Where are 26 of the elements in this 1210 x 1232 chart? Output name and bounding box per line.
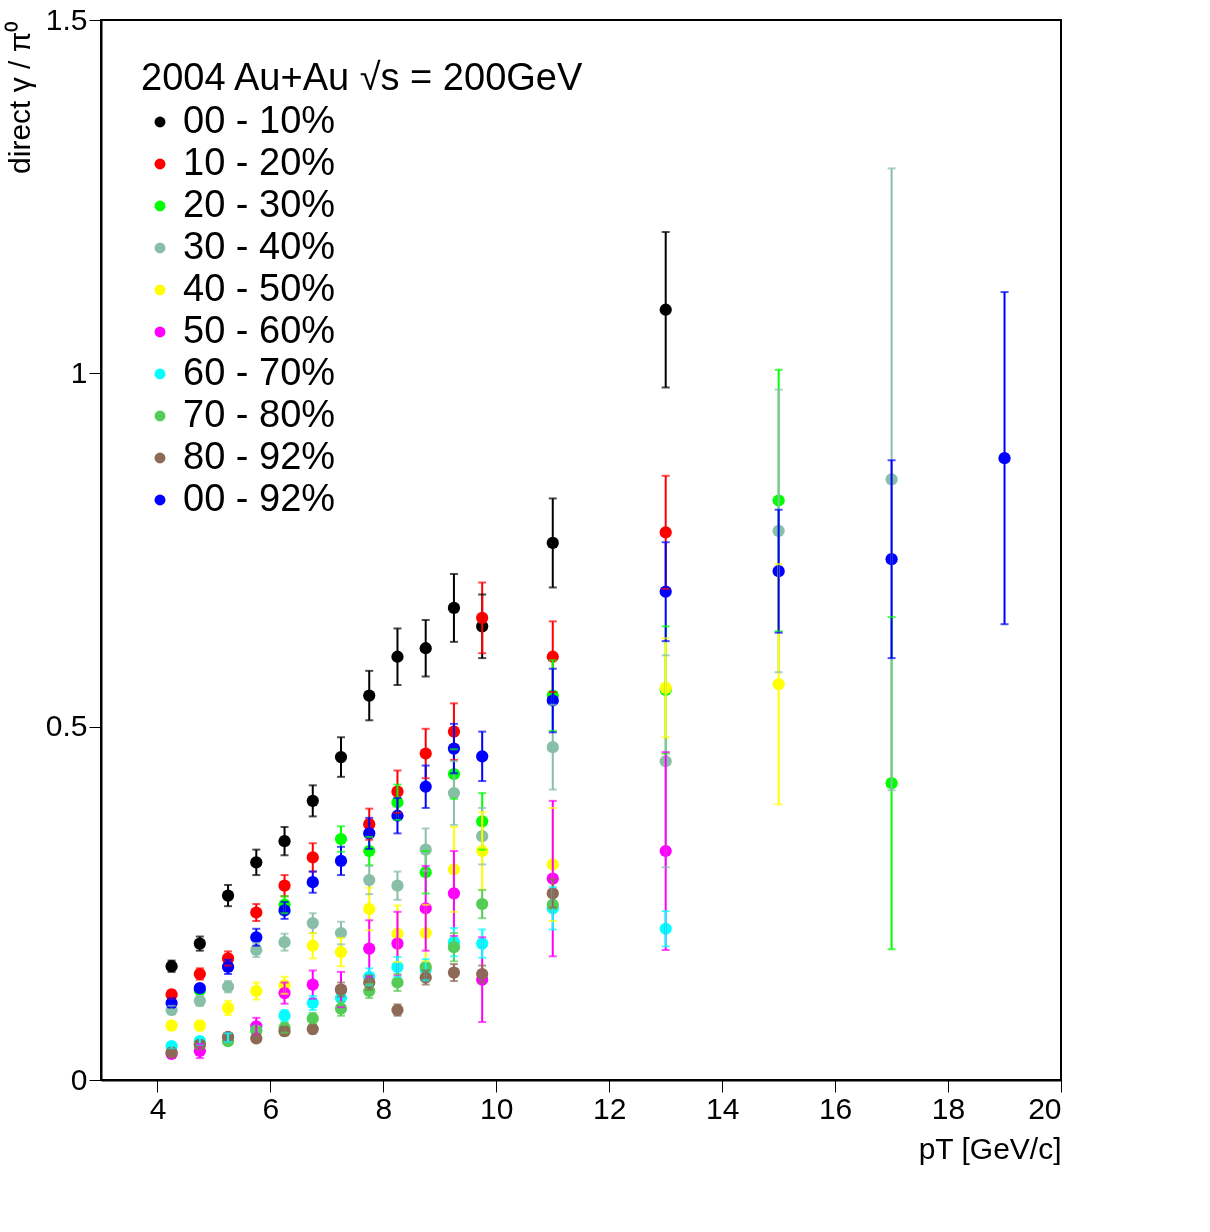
x-tick-label: 10 bbox=[480, 1091, 514, 1125]
legend-label: 50 - 60% bbox=[183, 309, 336, 351]
legend-label: 10 - 20% bbox=[183, 141, 336, 183]
x-tick-label: 16 bbox=[818, 1091, 853, 1125]
legend-label: 70 - 80% bbox=[183, 393, 336, 435]
x-tick-label: 20 bbox=[1028, 1091, 1062, 1125]
y-tick-label: 0 bbox=[70, 1062, 88, 1096]
legend-label: 00 - 10% bbox=[183, 99, 336, 141]
legend-label: 40 - 50% bbox=[183, 267, 336, 309]
y-tick-label: 1 bbox=[70, 355, 88, 389]
legend-label: 20 - 30% bbox=[183, 183, 336, 225]
legend-label: 30 - 40% bbox=[183, 225, 336, 267]
legend-label: 80 - 92% bbox=[183, 435, 336, 477]
x-tick-label: 18 bbox=[931, 1091, 966, 1125]
x-tick-label: 8 bbox=[375, 1091, 393, 1125]
x-tick-label: 14 bbox=[705, 1091, 740, 1125]
x-tick-label: 12 bbox=[593, 1091, 627, 1125]
x-tick-label: 6 bbox=[262, 1091, 280, 1125]
x-axis-title: pT [GeV/c] bbox=[918, 1131, 1062, 1165]
y-axis-title: direct γ / π⁰ bbox=[2, 20, 36, 174]
y-tick-label: 1.5 bbox=[45, 2, 88, 36]
legend-label: 00 - 92% bbox=[183, 477, 336, 519]
legend-title: 2004 Au+Au √s = 200GeV bbox=[141, 56, 583, 98]
x-tick-label: 4 bbox=[149, 1091, 167, 1125]
legend-label: 60 - 70% bbox=[183, 351, 336, 393]
y-tick-label: 0.5 bbox=[45, 709, 88, 743]
